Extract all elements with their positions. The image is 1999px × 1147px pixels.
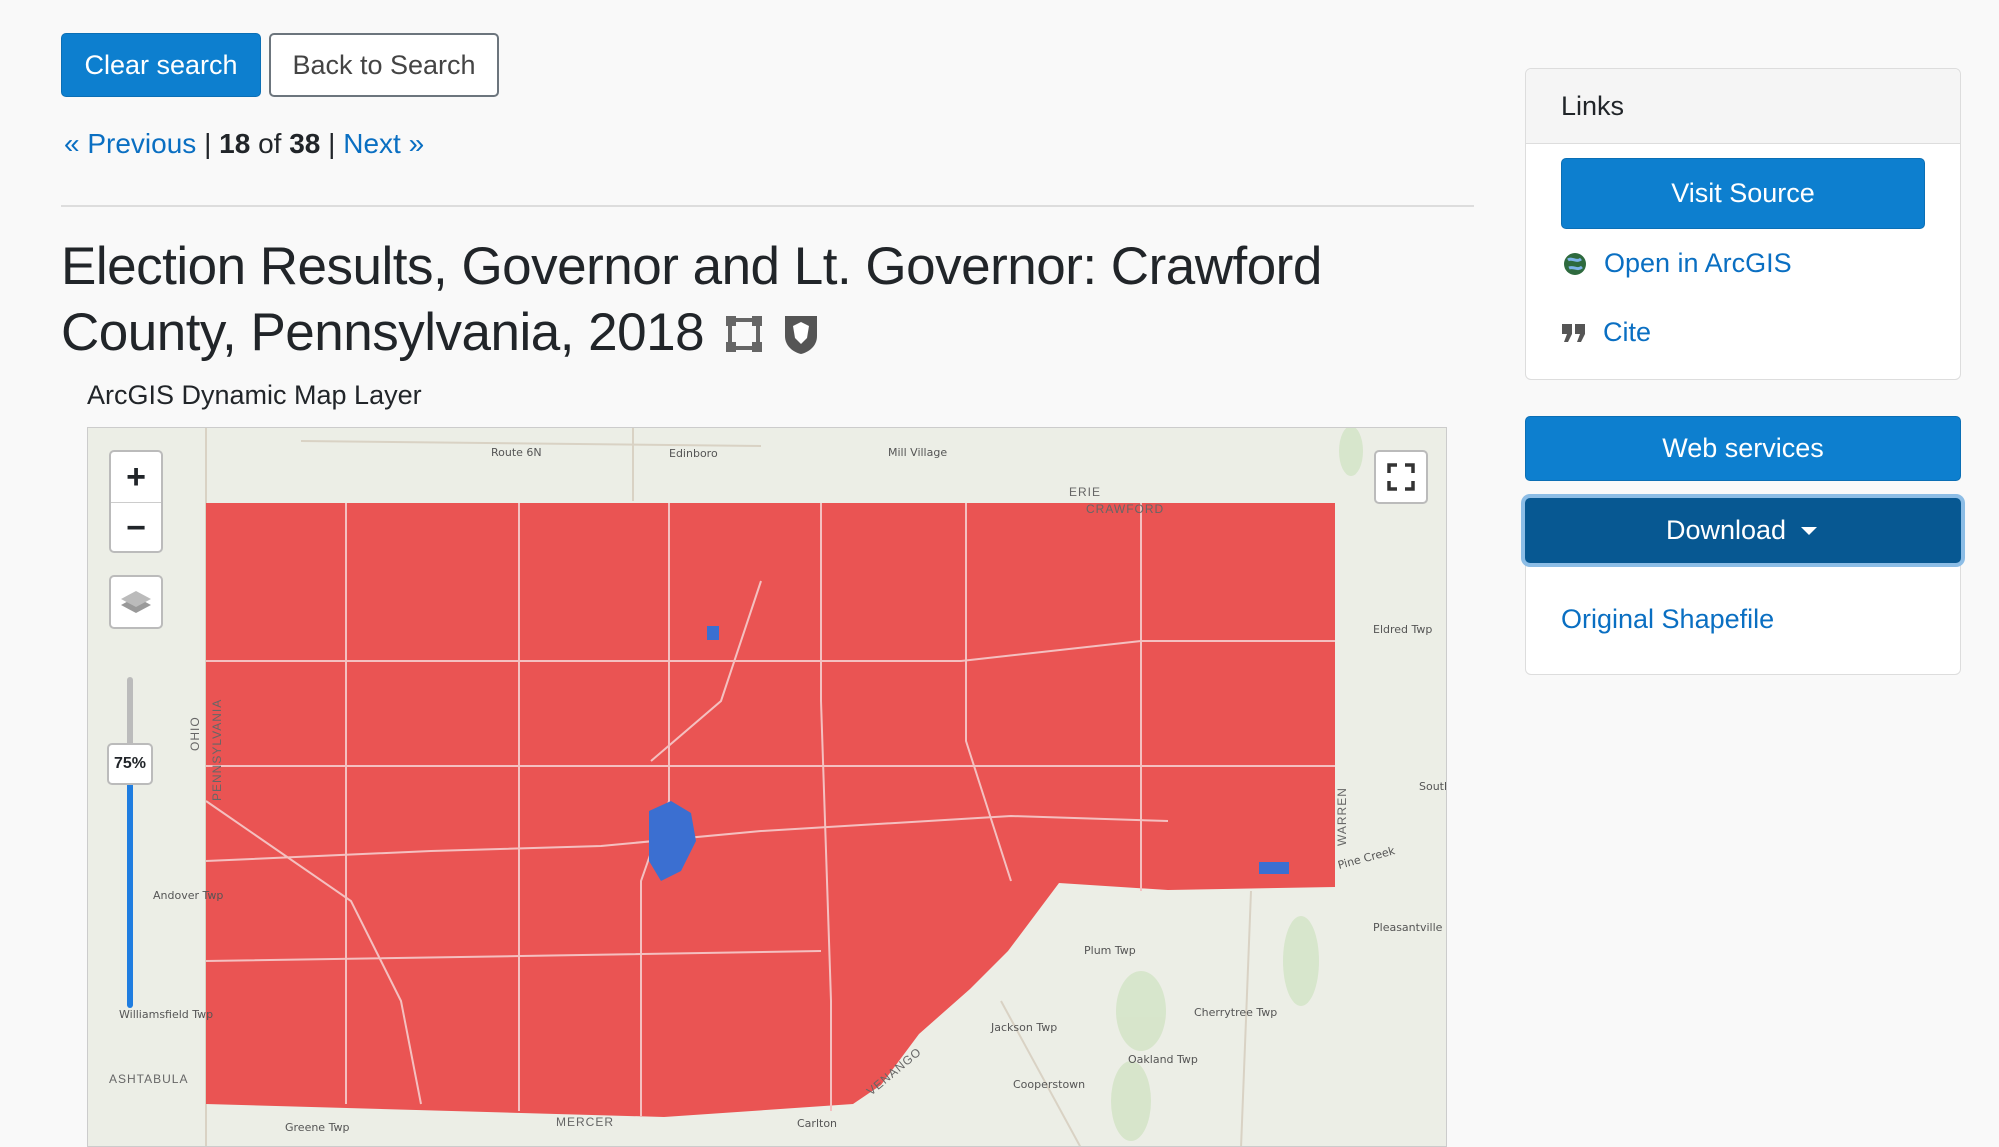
institution-icon xyxy=(784,316,817,354)
zoom-out[interactable]: − xyxy=(126,508,146,547)
opacity-fill xyxy=(127,768,133,1008)
globe-icon xyxy=(1564,253,1586,275)
caret-icon xyxy=(1801,526,1818,535)
fullscreen-icon xyxy=(1387,463,1415,491)
visit-source-button[interactable]: Visit Source xyxy=(1561,158,1925,229)
map-label: ASHTABULA xyxy=(109,1072,188,1086)
map-label: Carlton xyxy=(797,1117,837,1130)
separator: | xyxy=(204,128,212,159)
map-canvas: Route 6N Edinboro Mill Village ERIE CRAW… xyxy=(88,428,1447,1146)
basemap-parks xyxy=(1111,428,1363,1141)
fullscreen-button[interactable] xyxy=(1374,450,1428,504)
map-label: Edinboro xyxy=(669,447,718,460)
download-menu xyxy=(1525,560,1961,675)
back-to-search-button[interactable]: Back to Search xyxy=(269,33,499,97)
map-label: Oakland Twp xyxy=(1128,1053,1198,1066)
map-label: Jackson Twp xyxy=(990,1021,1057,1034)
map-label: CRAWFORD xyxy=(1086,502,1164,516)
download-button[interactable]: Download xyxy=(1525,498,1961,563)
county-results xyxy=(206,503,1335,1117)
links-header: Links xyxy=(1526,69,1960,144)
map-label: Plum Twp xyxy=(1084,944,1136,957)
record-title: Election Results, Governor and Lt. Gover… xyxy=(61,234,1461,366)
map-label: Greene Twp xyxy=(285,1121,349,1134)
map-label: WARREN xyxy=(1335,787,1349,846)
zoom-control: + − xyxy=(109,450,163,553)
next-link[interactable]: Next » xyxy=(343,128,425,159)
map-label: ERIE xyxy=(1069,485,1101,499)
previous-link[interactable]: « Previous xyxy=(64,128,197,159)
map-label: Williamsfield Twp xyxy=(119,1008,213,1021)
of-text: of xyxy=(258,128,282,159)
cite-link[interactable]: Cite xyxy=(1603,317,1652,347)
separator: | xyxy=(328,128,336,159)
divider xyxy=(61,205,1474,207)
layers-button[interactable] xyxy=(109,575,163,629)
map-label: Mill Village xyxy=(888,446,947,459)
pagination: « Previous | 18 of 38 | Next » xyxy=(64,128,424,160)
map-label: Cooperstown xyxy=(1013,1078,1085,1091)
download-label: Download xyxy=(1665,515,1787,545)
clear-search-button[interactable]: Clear search xyxy=(61,33,261,97)
opacity-track xyxy=(127,677,133,747)
title-text: Election Results, Governor and Lt. Gover… xyxy=(61,237,1322,362)
quote-icon xyxy=(1562,324,1585,342)
zoom-in[interactable]: + xyxy=(111,452,161,503)
original-shapefile-link[interactable]: Original Shapefile xyxy=(1561,604,1775,634)
total-count: 38 xyxy=(289,128,321,159)
opacity-handle[interactable]: 75% xyxy=(107,743,153,785)
township-boundaries xyxy=(205,503,1335,1116)
map-label: OHIO xyxy=(188,716,202,751)
map-label: PENNSYLVANIA xyxy=(210,699,224,801)
map-label: MERCER xyxy=(556,1115,614,1129)
map-label: Eldred Twp xyxy=(1373,623,1432,636)
map-label: Cherrytree Twp xyxy=(1194,1006,1277,1019)
map[interactable]: Route 6N Edinboro Mill Village ERIE CRAW… xyxy=(87,427,1447,1147)
current-index: 18 xyxy=(219,128,251,159)
layer-type: ArcGIS Dynamic Map Layer xyxy=(87,380,422,410)
web-services-button[interactable]: Web services xyxy=(1525,416,1961,481)
map-label: Andover Twp xyxy=(153,889,223,902)
open-arcgis-link[interactable]: Open in ArcGIS xyxy=(1604,248,1792,278)
democratic-areas xyxy=(649,626,1289,881)
map-label: Route 6N xyxy=(491,446,542,459)
map-label: South xyxy=(1419,780,1447,793)
layers-icon xyxy=(121,591,151,613)
polygon-icon xyxy=(726,316,763,352)
map-label: Pleasantville xyxy=(1373,921,1443,934)
